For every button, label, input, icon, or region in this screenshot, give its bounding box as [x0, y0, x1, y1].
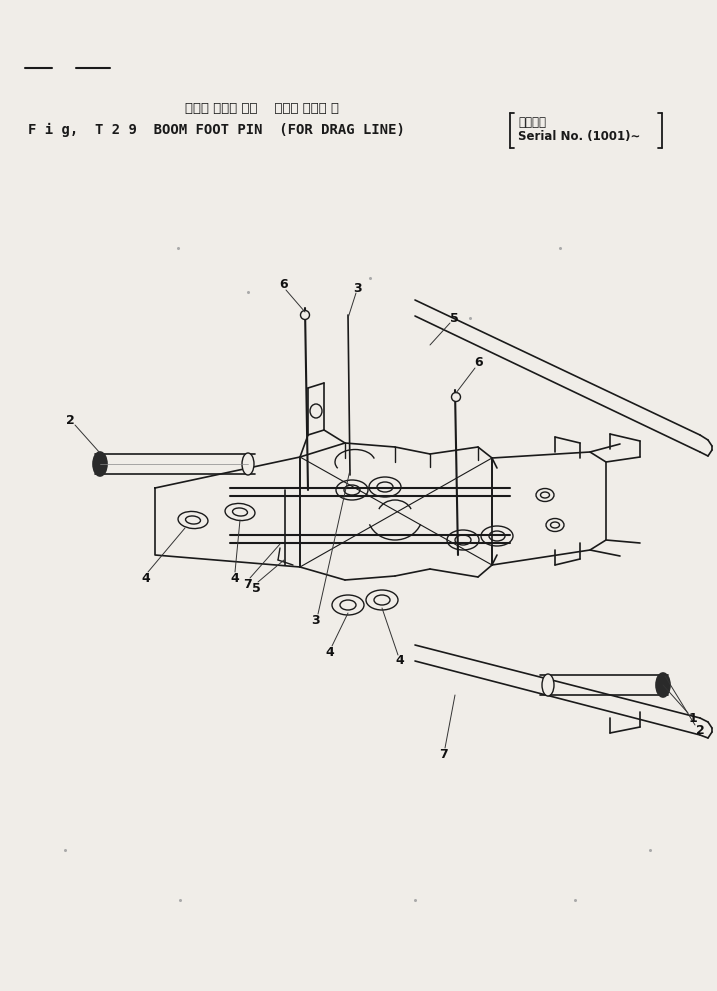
- Text: 5: 5: [252, 582, 260, 595]
- Ellipse shape: [178, 511, 208, 528]
- Ellipse shape: [656, 673, 670, 697]
- Text: 4: 4: [396, 654, 404, 668]
- Text: 5: 5: [450, 311, 458, 324]
- Ellipse shape: [242, 453, 254, 475]
- Ellipse shape: [546, 518, 564, 531]
- Text: ブーム フット ピン    ドラグ ライン 用: ブーム フット ピン ドラグ ライン 用: [185, 101, 339, 115]
- Ellipse shape: [481, 526, 513, 546]
- Text: 7: 7: [439, 747, 447, 760]
- Ellipse shape: [369, 477, 401, 497]
- Text: 適用号機: 適用号機: [518, 116, 546, 129]
- Ellipse shape: [366, 590, 398, 610]
- Ellipse shape: [536, 489, 554, 501]
- Text: 2: 2: [66, 413, 75, 426]
- Ellipse shape: [93, 452, 107, 476]
- Text: 4: 4: [326, 645, 334, 658]
- Ellipse shape: [332, 595, 364, 615]
- Text: 7: 7: [244, 578, 252, 591]
- Ellipse shape: [225, 503, 255, 520]
- Text: Serial No. (1001)∼: Serial No. (1001)∼: [518, 130, 640, 143]
- Text: F i g,  T 2 9  BOOM FOOT PIN  (FOR DRAG LINE): F i g, T 2 9 BOOM FOOT PIN (FOR DRAG LIN…: [28, 123, 405, 137]
- Ellipse shape: [336, 480, 368, 500]
- Ellipse shape: [310, 404, 322, 418]
- Text: 3: 3: [312, 613, 320, 626]
- Ellipse shape: [447, 530, 479, 550]
- Ellipse shape: [542, 674, 554, 696]
- Ellipse shape: [300, 310, 310, 319]
- Text: 6: 6: [280, 278, 288, 291]
- Text: 3: 3: [353, 281, 362, 294]
- Text: 4: 4: [142, 572, 151, 585]
- Text: 6: 6: [475, 357, 483, 370]
- Text: 4: 4: [231, 572, 239, 585]
- Text: 1: 1: [688, 712, 698, 724]
- Ellipse shape: [452, 392, 460, 401]
- Text: 2: 2: [695, 723, 704, 736]
